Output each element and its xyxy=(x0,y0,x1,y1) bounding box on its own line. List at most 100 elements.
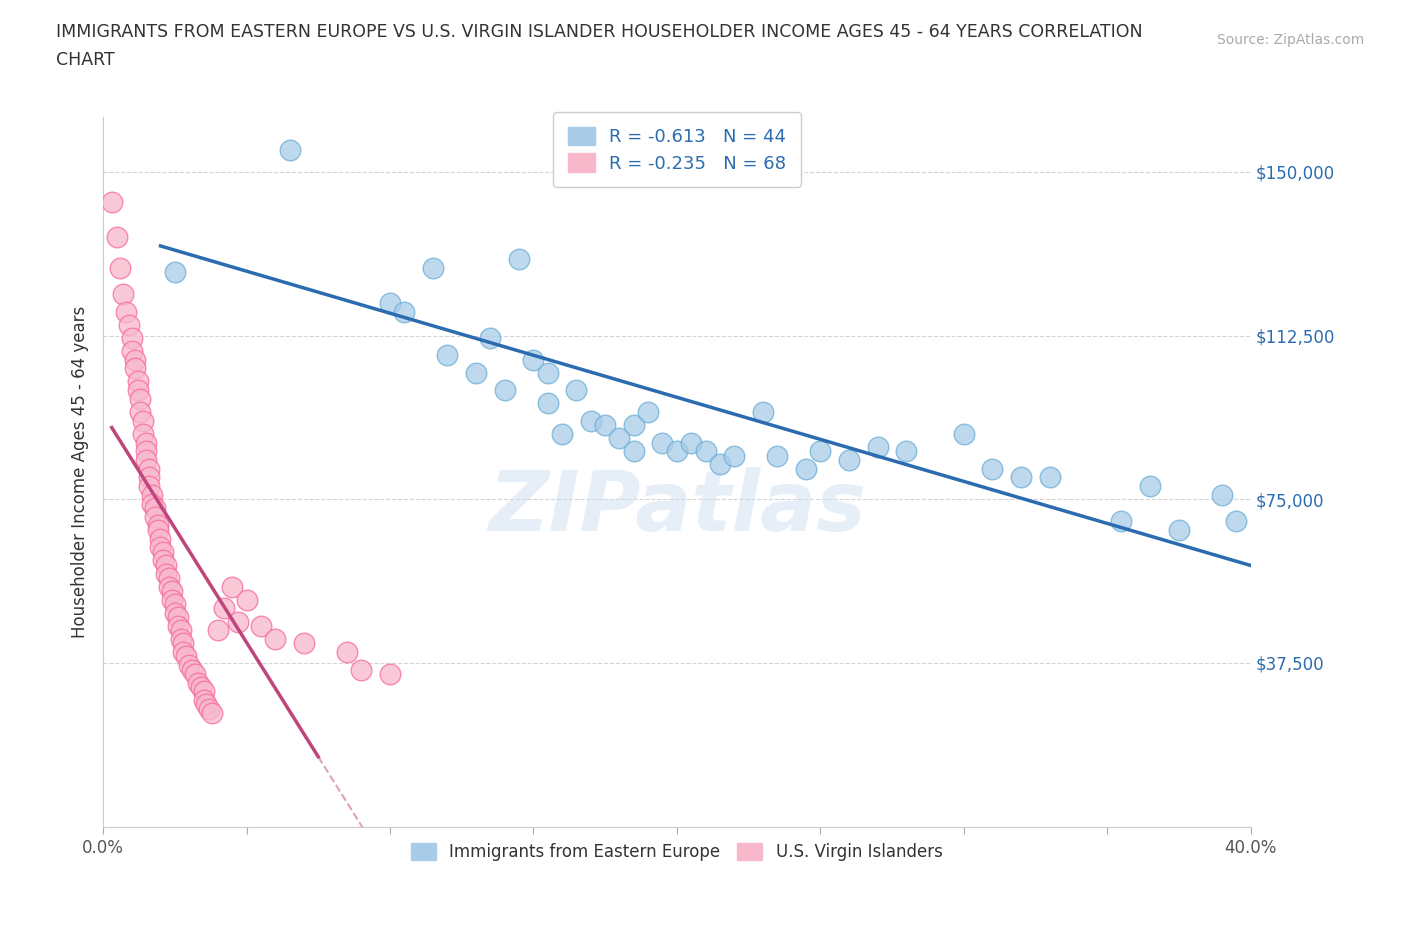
Point xyxy=(138,470,160,485)
Point xyxy=(149,531,172,546)
Point xyxy=(143,510,166,525)
Point xyxy=(838,453,860,468)
Point xyxy=(110,260,132,275)
Point xyxy=(195,697,218,711)
Point xyxy=(226,614,249,629)
Point xyxy=(681,435,703,450)
Point xyxy=(579,413,602,428)
Point xyxy=(118,317,141,332)
Point xyxy=(1225,513,1247,528)
Point xyxy=(522,352,544,367)
Point xyxy=(752,405,775,419)
Point xyxy=(1010,470,1032,485)
Point xyxy=(132,426,155,441)
Point xyxy=(135,444,157,458)
Point xyxy=(378,296,401,311)
Point xyxy=(163,265,186,280)
Point xyxy=(1139,479,1161,494)
Point xyxy=(138,479,160,494)
Point xyxy=(981,461,1004,476)
Point xyxy=(896,444,918,458)
Point xyxy=(264,631,287,646)
Point xyxy=(124,352,146,367)
Point xyxy=(250,618,273,633)
Point xyxy=(336,644,359,659)
Point xyxy=(479,330,502,345)
Point xyxy=(135,453,157,468)
Point xyxy=(637,405,659,419)
Legend: Immigrants from Eastern Europe, U.S. Virgin Islanders: Immigrants from Eastern Europe, U.S. Vir… xyxy=(405,836,949,868)
Text: Source: ZipAtlas.com: Source: ZipAtlas.com xyxy=(1216,33,1364,46)
Text: ZIPatlas: ZIPatlas xyxy=(488,467,866,548)
Point xyxy=(723,448,745,463)
Point xyxy=(422,260,444,275)
Point xyxy=(163,597,186,612)
Point xyxy=(187,675,209,690)
Point xyxy=(665,444,688,458)
Point xyxy=(166,618,188,633)
Point xyxy=(155,557,177,572)
Point xyxy=(129,405,152,419)
Point xyxy=(141,497,163,512)
Point xyxy=(537,396,560,411)
Point xyxy=(235,592,257,607)
Point xyxy=(138,461,160,476)
Point xyxy=(143,500,166,515)
Point xyxy=(163,605,186,620)
Point xyxy=(436,348,458,363)
Point xyxy=(121,343,143,358)
Point xyxy=(127,383,149,398)
Point xyxy=(169,623,191,638)
Point xyxy=(115,304,138,319)
Point xyxy=(129,392,152,406)
Point xyxy=(190,680,212,695)
Point xyxy=(193,684,215,698)
Point xyxy=(695,444,717,458)
Point xyxy=(465,365,488,380)
Point xyxy=(146,523,169,538)
Point xyxy=(207,623,229,638)
Point xyxy=(508,252,530,267)
Point xyxy=(124,361,146,376)
Point xyxy=(623,444,645,458)
Point xyxy=(952,426,974,441)
Point xyxy=(166,610,188,625)
Point xyxy=(157,570,180,585)
Point xyxy=(794,461,817,476)
Y-axis label: Householder Income Ages 45 - 64 years: Householder Income Ages 45 - 64 years xyxy=(72,306,89,638)
Point xyxy=(593,418,616,432)
Point xyxy=(149,540,172,555)
Point xyxy=(107,230,129,245)
Point xyxy=(155,566,177,581)
Point xyxy=(146,518,169,533)
Point xyxy=(184,667,207,682)
Point xyxy=(350,662,373,677)
Point xyxy=(278,142,301,157)
Point xyxy=(160,592,183,607)
Point xyxy=(350,0,373,5)
Point xyxy=(866,440,889,455)
Point xyxy=(132,413,155,428)
Point xyxy=(221,579,243,594)
Point xyxy=(157,579,180,594)
Point xyxy=(193,693,215,708)
Point xyxy=(808,444,831,458)
Point xyxy=(179,658,201,672)
Point xyxy=(394,304,416,319)
Point xyxy=(1167,523,1189,538)
Point xyxy=(121,330,143,345)
Point xyxy=(766,448,789,463)
Point xyxy=(292,636,315,651)
Point xyxy=(198,701,221,716)
Point xyxy=(378,667,401,682)
Point xyxy=(127,374,149,389)
Point xyxy=(1211,487,1233,502)
Point xyxy=(135,435,157,450)
Point xyxy=(169,631,191,646)
Point xyxy=(112,286,135,301)
Point xyxy=(152,544,174,559)
Point xyxy=(172,636,194,651)
Point xyxy=(565,383,588,398)
Point xyxy=(551,426,574,441)
Point xyxy=(100,195,122,210)
